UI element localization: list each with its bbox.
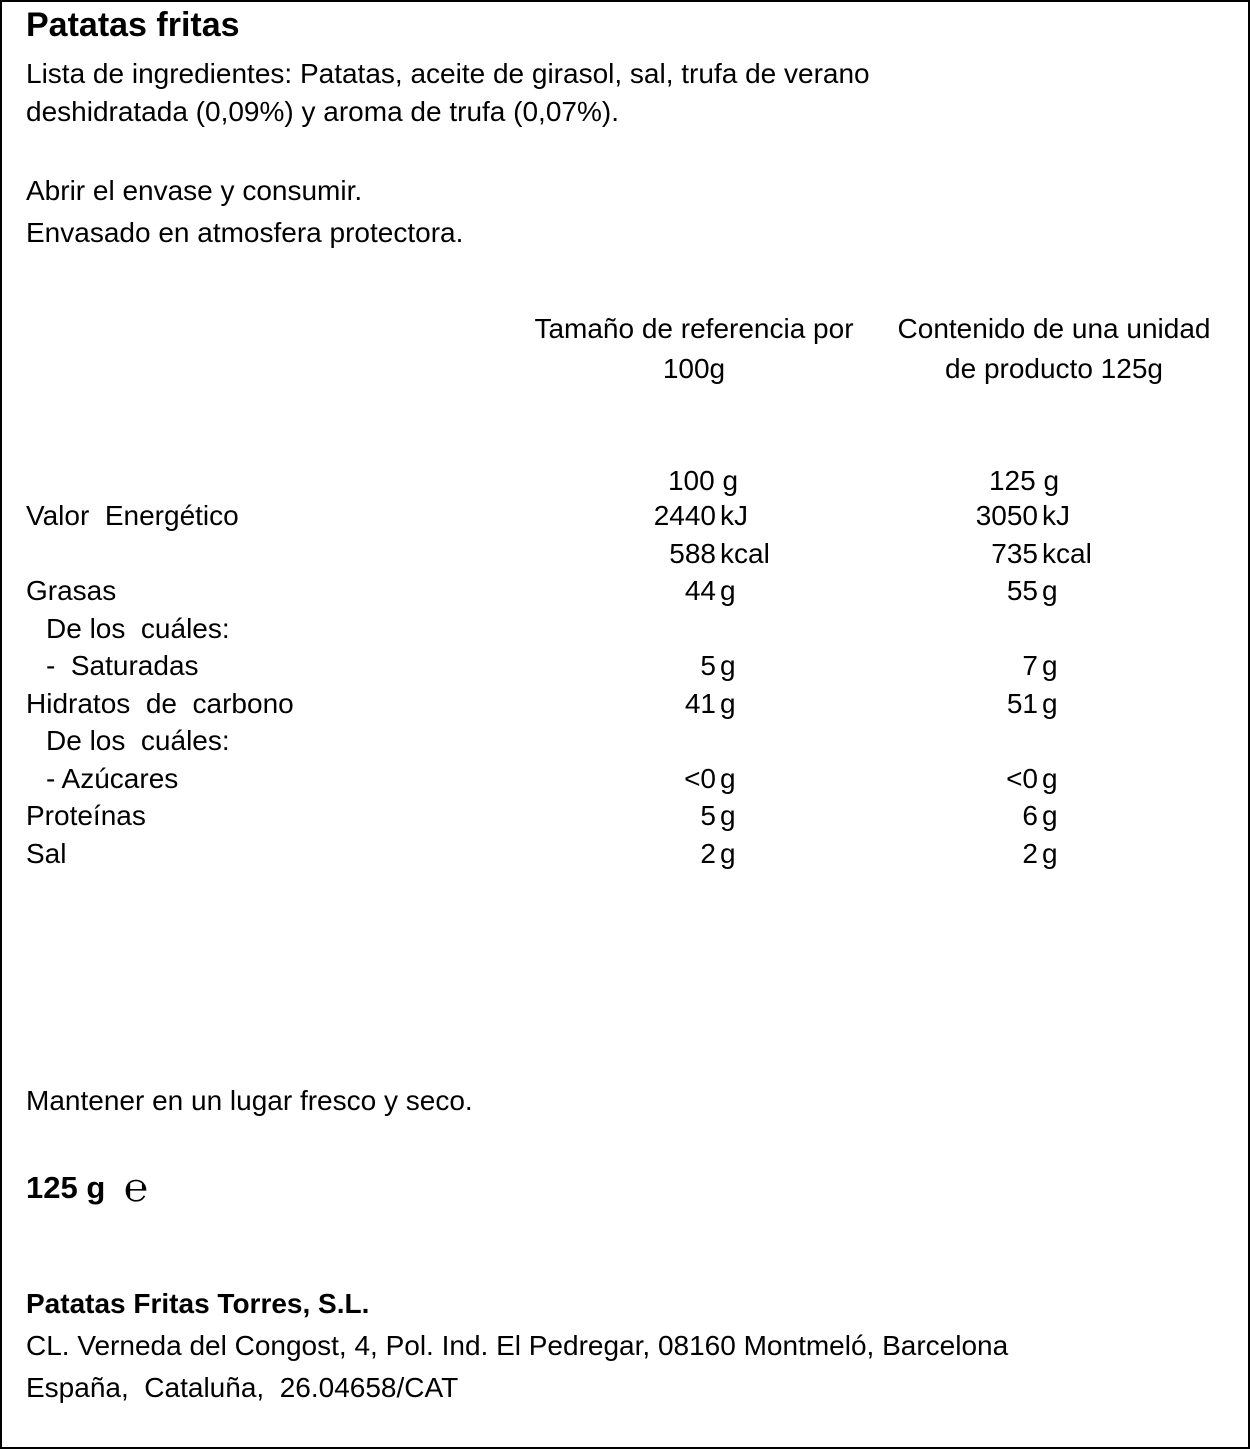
nutrient-value: 41 <box>684 687 716 719</box>
basis-label: 125 g <box>988 465 1060 496</box>
basis-label: 100 g <box>667 465 739 496</box>
column-header: de producto 125g <box>945 353 1163 384</box>
nutrient-value: 51 <box>1006 687 1038 719</box>
nutrient-sublabel: - Saturadas <box>46 650 199 681</box>
ingredients-line: Lista de ingredientes: Patatas, aceite d… <box>26 58 870 89</box>
nutrient-value: 55 <box>1006 575 1038 606</box>
column-header: 100g <box>662 353 726 384</box>
nutrient-unit: g <box>720 650 736 681</box>
column-header: Contenido de una unidad <box>897 313 1211 344</box>
nutrient-value: <0 <box>684 762 716 794</box>
nutrient-unit: g <box>1042 575 1058 606</box>
nutrient-unit: g <box>720 575 736 606</box>
nutrient-label: Hidratos de carbono <box>26 687 294 719</box>
nutrient-unit: g <box>720 837 736 869</box>
nutrient-unit: g <box>720 687 736 719</box>
nutrient-value: <0 <box>1006 762 1038 794</box>
instruction-line: Envasado en atmosfera protectora. <box>26 217 464 248</box>
instruction-line: Abrir el envase y consumir. <box>26 175 363 206</box>
nutrient-value: 2 <box>700 837 716 869</box>
nutrient-value: 7 <box>1022 650 1038 681</box>
nutrient-value: 2440 <box>653 500 716 531</box>
ingredients-line: deshidratada (0,09%) y aroma de trufa (0… <box>26 96 619 127</box>
nutrient-unit: g <box>1042 837 1058 869</box>
company-address: España, Cataluña, 26.04658/CAT <box>26 1372 459 1403</box>
nutrient-label: Valor Energético <box>26 500 239 531</box>
nutrient-unit: kcal <box>1042 537 1092 569</box>
title: Patatas fritas <box>26 6 240 44</box>
nutrient-unit: kJ <box>1042 500 1070 531</box>
nutrient-value: 5 <box>700 800 716 831</box>
nutrient-unit: g <box>1042 800 1058 831</box>
estimated-sign: ℮ <box>124 1166 149 1210</box>
nutrient-unit: kJ <box>720 500 748 531</box>
nutrient-label: Sal <box>26 837 67 869</box>
nutrient-sublabel: De los cuáles: <box>46 612 230 644</box>
nutrient-unit: g <box>720 762 736 794</box>
nutrient-unit: g <box>720 800 736 831</box>
column-header: Tamaño de referencia por <box>534 313 854 344</box>
nutrient-value: 735 <box>991 537 1038 569</box>
nutrient-unit: kcal <box>720 537 770 569</box>
nutrient-unit: g <box>1042 650 1058 681</box>
nutrient-value: 44 <box>684 575 716 606</box>
company-name: Patatas Fritas Torres, S.L. <box>26 1288 370 1319</box>
company-address: CL. Verneda del Congost, 4, Pol. Ind. El… <box>26 1330 1009 1361</box>
nutrient-unit: g <box>1042 762 1058 794</box>
nutrient-value: 588 <box>669 537 716 569</box>
nutrient-sublabel: - Azúcares <box>46 762 179 794</box>
net-weight: 125 g <box>26 1170 106 1205</box>
nutrient-value: 2 <box>1022 837 1038 869</box>
nutrient-sublabel: De los cuáles: <box>46 725 230 756</box>
nutrient-value: 3050 <box>975 500 1038 531</box>
storage-note: Mantener en un lugar fresco y seco. <box>26 1085 473 1116</box>
nutrient-value: 6 <box>1022 800 1038 831</box>
nutrient-value: 5 <box>700 650 716 681</box>
nutrient-label: Grasas <box>26 575 117 606</box>
nutrient-unit: g <box>1042 687 1058 719</box>
nutrient-label: Proteínas <box>26 800 146 831</box>
